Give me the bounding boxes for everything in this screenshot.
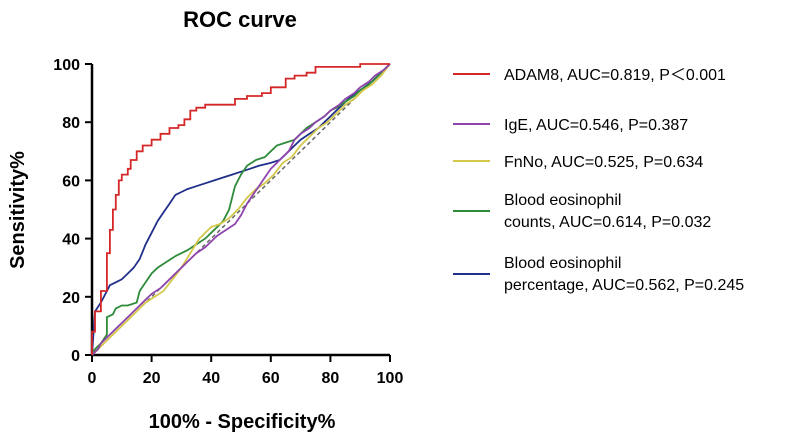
x-tick-label-80: 80 <box>322 370 340 387</box>
legend-label-blood-eosinophil-percentage-line-2: percentage, AUC=0.562, P=0.245 <box>504 277 744 294</box>
y-tick-label-100: 100 <box>53 57 80 74</box>
series-line-adam8 <box>91 63 390 355</box>
legend-label-ige: IgE, AUC=0.546, P=0.387 <box>504 117 688 134</box>
x-tick-label-20: 20 <box>143 370 161 387</box>
y-tick-label-80: 80 <box>62 115 80 132</box>
y-tick-label-60: 60 <box>62 173 80 190</box>
series-line-fnno <box>91 63 391 356</box>
x-tick-label-0: 0 <box>88 370 97 387</box>
y-axis-title: Sensitivity% <box>7 151 29 269</box>
x-tick-label-40: 40 <box>202 370 220 387</box>
y-tick-label-40: 40 <box>62 232 80 249</box>
x-axis-title: 100% - Specificity% <box>149 411 336 433</box>
legend-label-adam8: ADAM8, AUC=0.819, P＜0.001 <box>504 67 726 84</box>
legend-label-blood-eosinophil-counts-line-2: counts, AUC=0.614, P=0.032 <box>504 214 711 231</box>
plot-area: 0 20 40 60 80 100 0 20 40 60 80 100 <box>53 57 403 387</box>
series-line-ige <box>91 63 391 356</box>
y-tick-label-20: 20 <box>62 290 80 307</box>
legend-label-blood-eosinophil-counts-line-1: Blood eosinophil <box>504 192 621 209</box>
legend: ADAM8, AUC=0.819, P＜0.001 IgE, AUC=0.546,… <box>453 67 744 294</box>
y-tick-label-0: 0 <box>71 348 80 365</box>
chart-title: ROC curve <box>183 7 297 32</box>
x-tick-label-60: 60 <box>262 370 280 387</box>
legend-label-fnno: FnNo, AUC=0.525, P=0.634 <box>504 154 703 171</box>
x-tick-label-100: 100 <box>377 370 404 387</box>
series-line-blood-eosinophil-percentage <box>91 63 391 356</box>
legend-label-blood-eosinophil-percentage-line-1: Blood eosinophil <box>504 255 621 272</box>
